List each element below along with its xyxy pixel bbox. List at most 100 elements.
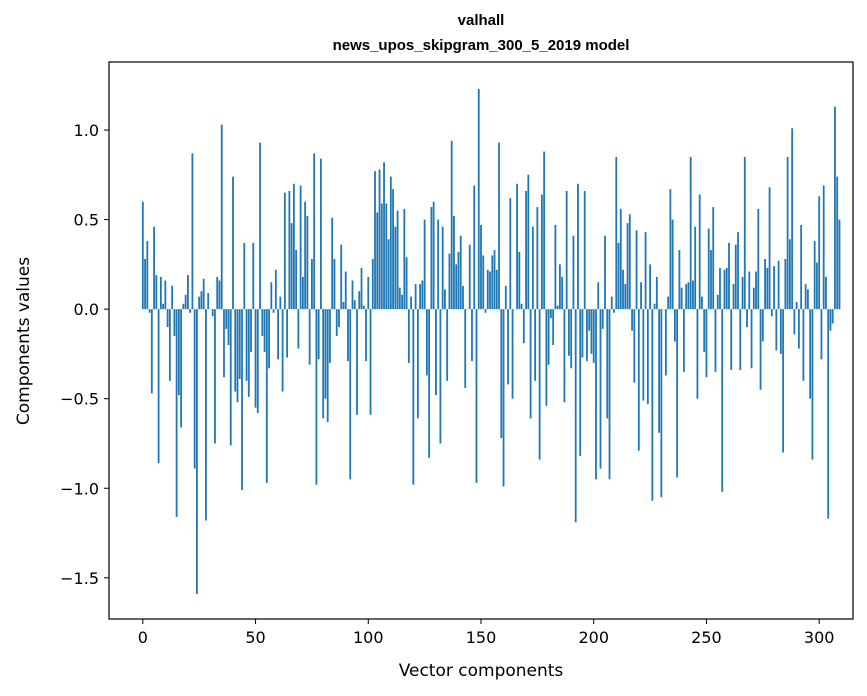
bar-103 bbox=[374, 171, 376, 310]
bar-60 bbox=[277, 309, 279, 360]
bar-85 bbox=[333, 259, 336, 310]
bar-195 bbox=[581, 309, 584, 358]
bar-273 bbox=[757, 208, 760, 310]
bar-219 bbox=[635, 230, 638, 310]
bar-159 bbox=[500, 309, 503, 439]
bar-58 bbox=[272, 309, 275, 313]
bar-201 bbox=[595, 309, 597, 480]
bar-81 bbox=[324, 309, 327, 399]
bar-100 bbox=[367, 276, 370, 310]
bar-3 bbox=[148, 309, 151, 313]
bar-234 bbox=[669, 189, 672, 310]
bar-279 bbox=[770, 309, 773, 317]
x-axis-ticks: 0 50 100 150 200 250 300 bbox=[138, 619, 834, 647]
bar-264 bbox=[737, 232, 739, 310]
bar-192 bbox=[574, 309, 577, 523]
bar-24 bbox=[196, 309, 198, 594]
bar-102 bbox=[371, 259, 374, 310]
bar-133 bbox=[441, 226, 444, 310]
bar-199 bbox=[590, 309, 593, 354]
bar-88 bbox=[340, 244, 343, 310]
bar-246 bbox=[696, 309, 699, 399]
bar-163 bbox=[509, 198, 512, 310]
bar-223 bbox=[644, 232, 647, 310]
bar-240 bbox=[683, 309, 685, 372]
bar-78 bbox=[317, 309, 320, 360]
bar-238 bbox=[678, 250, 681, 310]
bar-95 bbox=[356, 309, 358, 415]
bar-46 bbox=[245, 309, 248, 381]
bar-142 bbox=[462, 285, 464, 310]
bar-169 bbox=[522, 309, 525, 344]
bar-83 bbox=[329, 309, 331, 363]
bar-204 bbox=[601, 309, 604, 329]
bar-227 bbox=[653, 303, 656, 310]
bar-209 bbox=[613, 309, 615, 313]
bar-164 bbox=[511, 309, 514, 399]
bar-20 bbox=[187, 275, 189, 310]
bar-112 bbox=[394, 226, 397, 310]
bar-190 bbox=[570, 309, 573, 369]
bar-67 bbox=[292, 183, 295, 310]
bar-221 bbox=[640, 282, 642, 310]
bar-64 bbox=[286, 309, 289, 358]
bar-34 bbox=[218, 280, 221, 310]
bar-138 bbox=[453, 216, 455, 310]
bar-25 bbox=[198, 296, 201, 310]
bar-152 bbox=[484, 309, 487, 313]
bar-213 bbox=[622, 269, 624, 310]
bar-2 bbox=[146, 241, 149, 310]
bar-44 bbox=[241, 309, 243, 491]
bar-18 bbox=[182, 303, 185, 310]
bar-47 bbox=[247, 309, 250, 397]
bar-285 bbox=[784, 259, 787, 310]
bar-52 bbox=[259, 142, 261, 310]
bar-12 bbox=[168, 309, 171, 381]
bar-151 bbox=[482, 255, 485, 310]
bar-182 bbox=[552, 309, 555, 345]
bar-154 bbox=[489, 271, 491, 310]
bar-174 bbox=[534, 309, 537, 381]
bar-120 bbox=[412, 309, 415, 485]
bar-272 bbox=[755, 271, 757, 310]
bar-148 bbox=[475, 309, 478, 483]
bar-249 bbox=[703, 309, 706, 353]
bar-267 bbox=[743, 156, 746, 310]
bar-224 bbox=[646, 309, 649, 405]
bar-5 bbox=[153, 226, 155, 310]
bar-197 bbox=[586, 309, 588, 362]
bar-150 bbox=[480, 224, 482, 310]
bar-94 bbox=[353, 300, 356, 310]
bar-210 bbox=[615, 156, 618, 310]
bar-235 bbox=[671, 219, 674, 310]
bar-45 bbox=[243, 242, 246, 310]
bar-10 bbox=[164, 280, 167, 310]
bar-217 bbox=[631, 309, 633, 331]
bar-13 bbox=[171, 285, 174, 310]
bar-39 bbox=[229, 309, 232, 446]
y-axis-ticks: −1.5 −1.0 −0.5 0.0 0.5 1.0 bbox=[60, 121, 109, 588]
bar-35 bbox=[220, 124, 223, 310]
bar-244 bbox=[692, 280, 694, 310]
bar-293 bbox=[802, 309, 805, 381]
bar-56 bbox=[268, 309, 270, 369]
bar-288 bbox=[791, 128, 794, 310]
bar-161 bbox=[504, 285, 507, 310]
bar-93 bbox=[351, 280, 354, 310]
bar-125 bbox=[423, 219, 426, 310]
bar-261 bbox=[730, 309, 733, 371]
bar-254 bbox=[714, 309, 717, 372]
bar-119 bbox=[410, 296, 413, 310]
bar-series bbox=[141, 88, 841, 594]
bar-1 bbox=[144, 259, 146, 310]
bar-17 bbox=[180, 309, 183, 428]
bar-248 bbox=[701, 296, 703, 310]
bar-101 bbox=[369, 309, 372, 415]
bar-27 bbox=[202, 278, 205, 310]
bar-105 bbox=[378, 169, 381, 310]
bar-286 bbox=[786, 156, 789, 310]
bar-141 bbox=[459, 235, 462, 310]
y-tick-label: 1.0 bbox=[74, 121, 99, 140]
bar-307 bbox=[834, 106, 836, 310]
bar-131 bbox=[437, 219, 440, 310]
